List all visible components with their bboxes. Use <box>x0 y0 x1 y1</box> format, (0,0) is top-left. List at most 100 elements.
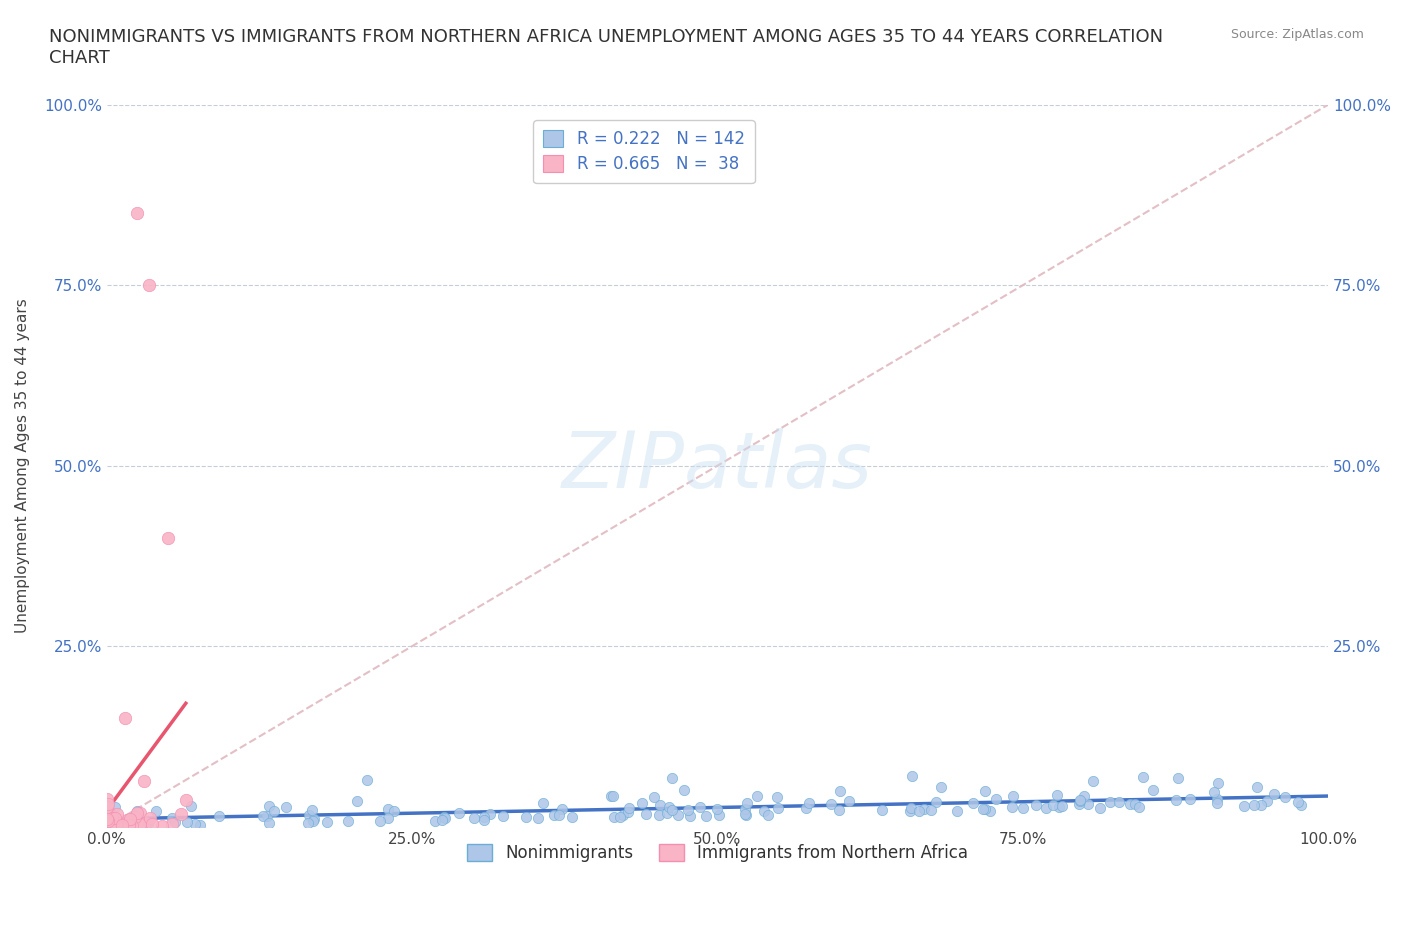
Point <box>600 789 623 804</box>
Point <box>124 809 146 824</box>
Point <box>1108 794 1130 809</box>
Point <box>1098 795 1121 810</box>
Point <box>1246 779 1268 794</box>
Point <box>1128 800 1150 815</box>
Point <box>160 810 183 825</box>
Point <box>515 810 537 825</box>
Point <box>111 818 134 833</box>
Point <box>972 801 994 816</box>
Point <box>1202 784 1225 799</box>
Point <box>634 806 657 821</box>
Point <box>1167 770 1189 785</box>
Point <box>117 813 139 828</box>
Point <box>97 814 120 829</box>
Point <box>479 806 502 821</box>
Point <box>706 802 728 817</box>
Point <box>1274 790 1296 804</box>
Point <box>120 812 142 827</box>
Point <box>114 711 136 725</box>
Point <box>830 784 852 799</box>
Point <box>105 817 128 832</box>
Point <box>103 818 125 833</box>
Point <box>104 810 127 825</box>
Point <box>695 808 717 823</box>
Point <box>617 801 640 816</box>
Point <box>679 808 702 823</box>
Point <box>472 812 495 827</box>
Point <box>666 808 689 823</box>
Point <box>356 772 378 787</box>
Point <box>689 800 711 815</box>
Point <box>527 810 550 825</box>
Point <box>1069 797 1091 812</box>
Point <box>1166 792 1188 807</box>
Point <box>1256 793 1278 808</box>
Point <box>96 800 118 815</box>
Point <box>138 811 160 826</box>
Point <box>1042 797 1064 812</box>
Point <box>1180 791 1202 806</box>
Point <box>188 817 211 832</box>
Point <box>1001 799 1024 814</box>
Point <box>104 800 127 815</box>
Point <box>257 816 280 830</box>
Point <box>1001 789 1024 804</box>
Point <box>463 810 485 825</box>
Point <box>1069 793 1091 808</box>
Point <box>132 774 155 789</box>
Point <box>101 810 124 825</box>
Point <box>734 802 756 817</box>
Y-axis label: Unemployment Among Ages 35 to 44 years: Unemployment Among Ages 35 to 44 years <box>15 299 30 633</box>
Point <box>337 814 360 829</box>
Point <box>756 807 779 822</box>
Point <box>259 799 281 814</box>
Point <box>1132 769 1154 784</box>
Point <box>543 807 565 822</box>
Point <box>794 800 817 815</box>
Point <box>316 815 339 830</box>
Point <box>433 810 456 825</box>
Point <box>631 795 654 810</box>
Point <box>979 804 1001 818</box>
Point <box>156 530 179 545</box>
Point <box>747 789 769 804</box>
Legend: Nonimmigrants, Immigrants from Northern Africa: Nonimmigrants, Immigrants from Northern … <box>460 837 974 869</box>
Point <box>208 808 231 823</box>
Point <box>97 797 120 812</box>
Point <box>180 799 202 814</box>
Point <box>108 817 131 831</box>
Point <box>382 804 405 818</box>
Point <box>550 802 572 817</box>
Point <box>298 808 321 823</box>
Text: Source: ZipAtlas.com: Source: ZipAtlas.com <box>1230 28 1364 41</box>
Point <box>96 812 118 827</box>
Point <box>125 805 148 820</box>
Point <box>561 810 583 825</box>
Point <box>430 813 453 828</box>
Point <box>128 817 150 831</box>
Point <box>160 817 183 831</box>
Point <box>1233 799 1256 814</box>
Point <box>1206 791 1229 806</box>
Point <box>765 790 787 804</box>
Point <box>176 815 198 830</box>
Point <box>101 815 124 830</box>
Point <box>184 817 207 831</box>
Point <box>97 815 120 830</box>
Point <box>754 804 776 818</box>
Point <box>658 799 681 814</box>
Point <box>141 817 163 831</box>
Point <box>118 814 141 829</box>
Point <box>548 807 571 822</box>
Text: ZIPatlas: ZIPatlas <box>562 428 873 504</box>
Point <box>302 813 325 828</box>
Point <box>1286 795 1309 810</box>
Point <box>138 278 160 293</box>
Point <box>1046 788 1069 803</box>
Point <box>1142 782 1164 797</box>
Point <box>252 808 274 823</box>
Point <box>276 800 298 815</box>
Point <box>531 796 554 811</box>
Point <box>912 802 935 817</box>
Point <box>302 812 325 827</box>
